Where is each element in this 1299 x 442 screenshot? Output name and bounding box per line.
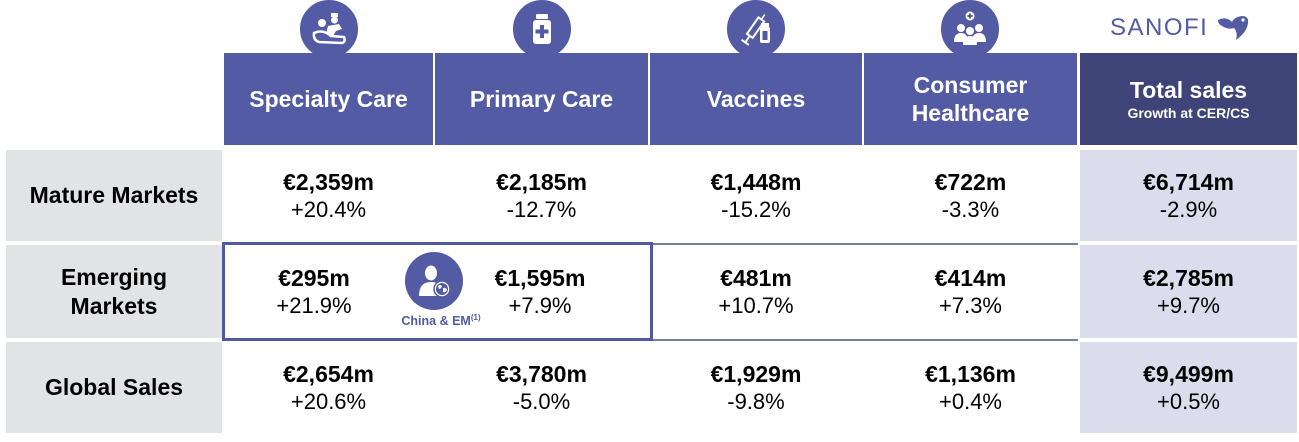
patient-care-icon xyxy=(298,0,360,60)
total-cell-bg xyxy=(1080,150,1297,241)
medicine-bottle-icon xyxy=(511,0,573,60)
data-cell: €2,185m -12.7% xyxy=(435,150,648,241)
data-cell: €481m +10.7% xyxy=(650,245,862,338)
people-group-icon xyxy=(939,0,1001,60)
row-label-global-sales: Global Sales xyxy=(6,342,222,433)
sales-value: €3,780m xyxy=(496,360,587,387)
data-cell: €1,595m +7.9% xyxy=(470,245,610,338)
column-header-primary-care: Primary Care xyxy=(435,53,648,145)
total-cell: €2,785m +9.7% xyxy=(1080,245,1297,338)
growth-value: -3.3% xyxy=(941,196,1000,222)
data-cell: €1,929m -9.8% xyxy=(650,342,862,433)
column-header-sublabel: Growth at CER/CS xyxy=(1127,105,1250,121)
sales-value: €2,654m xyxy=(283,360,374,387)
growth-value: +7.9% xyxy=(508,292,572,318)
growth-value: -15.2% xyxy=(721,196,791,222)
sanofi-logo: SANOFI xyxy=(1110,14,1250,42)
row-label-mature-markets: Mature Markets xyxy=(6,150,222,241)
sales-value: €1,929m xyxy=(710,360,802,387)
column-header-label-line1: Consumer xyxy=(913,72,1028,98)
row-divider xyxy=(652,243,1078,245)
china-em-text: China & EM xyxy=(401,314,471,329)
column-header-label-line2: Healthcare xyxy=(911,100,1030,126)
logo-text: SANOFI xyxy=(1110,14,1209,41)
growth-value: +7.3% xyxy=(939,292,1002,318)
sales-value: €9,499m xyxy=(1143,360,1234,387)
row-label-text: Global Sales xyxy=(44,374,184,400)
total-cell-bg xyxy=(1080,342,1297,433)
data-cell: €2,359m +20.4% xyxy=(224,150,433,241)
sanofi-bird-icon xyxy=(1218,16,1249,40)
sales-value: €1,136m xyxy=(925,360,1016,387)
syringe-vial-icon xyxy=(725,0,787,60)
total-cell: €9,499m +0.5% xyxy=(1080,342,1297,433)
data-cell: €3,780m -5.0% xyxy=(435,342,648,433)
column-header-label: Vaccines xyxy=(706,86,806,112)
growth-value: +20.4% xyxy=(290,196,367,222)
growth-value: -9.8% xyxy=(727,388,785,414)
sales-value: €722m xyxy=(934,168,1007,195)
row-label-emerging-markets: Emerging Markets xyxy=(6,245,222,338)
data-cell: €1,136m +0.4% xyxy=(864,342,1077,433)
sales-value: €1,595m xyxy=(494,264,586,291)
growth-value: +9.7% xyxy=(1157,292,1220,318)
sales-value: €481m xyxy=(720,264,792,291)
sales-value: €2,359m xyxy=(283,168,374,195)
row-label-line2: Markets xyxy=(70,292,158,319)
sales-value: €2,785m xyxy=(1143,264,1234,291)
sales-value: €1,448m xyxy=(710,168,802,195)
sales-value: €295m xyxy=(278,264,350,291)
column-header-specialty-care: Specialty Care xyxy=(224,53,433,145)
china-em-label: China & EM(1) xyxy=(386,313,496,328)
growth-value: -5.0% xyxy=(512,388,571,414)
sales-value: €414m xyxy=(934,264,1007,291)
growth-value: +20.6% xyxy=(290,388,367,414)
growth-value: +0.4% xyxy=(939,388,1002,414)
column-header-vaccines: Vaccines xyxy=(650,53,862,145)
growth-value: +10.7% xyxy=(718,292,794,318)
row-divider xyxy=(652,339,1078,341)
sales-value: €2,185m xyxy=(496,168,587,195)
growth-value: -2.9% xyxy=(1159,196,1218,222)
row-label-line1: Emerging xyxy=(60,263,168,290)
person-globe-icon xyxy=(405,252,463,310)
data-cell: €414m +7.3% xyxy=(864,245,1077,338)
growth-value: +21.9% xyxy=(276,292,352,318)
data-cell: €2,654m +20.6% xyxy=(224,342,433,433)
column-header-label: Total sales xyxy=(1129,77,1248,103)
growth-value: +0.5% xyxy=(1157,388,1220,414)
column-header-total-sales: Total sales Growth at CER/CS xyxy=(1080,53,1297,145)
row-label-text: Mature Markets xyxy=(29,182,199,208)
total-cell: €6,714m -2.9% xyxy=(1080,150,1297,241)
column-header-label: Primary Care xyxy=(469,86,614,112)
column-header-label: Specialty Care xyxy=(249,86,408,112)
data-cell: €1,448m -15.2% xyxy=(650,150,862,241)
growth-value: -12.7% xyxy=(506,196,577,222)
china-em-highlight-box xyxy=(222,242,653,341)
column-header-consumer-healthcare: Consumer Healthcare xyxy=(864,53,1077,145)
total-cell-bg xyxy=(1080,245,1297,338)
data-cell: €722m -3.3% xyxy=(864,150,1077,241)
data-cell: €295m +21.9% xyxy=(224,245,404,338)
sales-value: €6,714m xyxy=(1143,168,1234,195)
footnote-marker: (1) xyxy=(470,313,481,322)
